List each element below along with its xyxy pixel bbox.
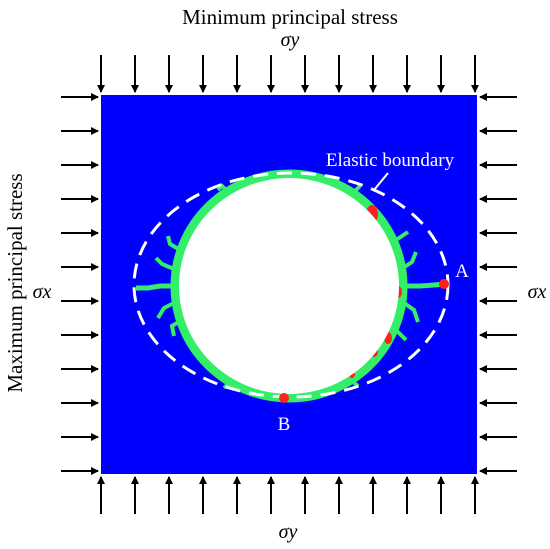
sigma-y-top: σy (281, 29, 300, 51)
point-B-label: B (278, 414, 291, 435)
title-left: Maximum principal stress (3, 173, 27, 392)
point-A (439, 279, 449, 289)
sigma-x-left: σx (33, 281, 52, 303)
elastic-boundary-label: Elastic boundary (326, 150, 455, 171)
right-arrows (479, 93, 517, 475)
elastic-boundary-leader (373, 172, 389, 191)
sigma-x-right: σx (528, 281, 547, 303)
title-top: Minimum principal stress (182, 5, 398, 29)
sigma-y-bottom: σy (279, 521, 298, 543)
opening (179, 178, 399, 394)
bottom-arrows (97, 476, 479, 514)
top-arrows (97, 55, 479, 93)
left-arrows (61, 93, 99, 475)
point-A-label: A (455, 261, 469, 282)
point-B (279, 393, 289, 403)
